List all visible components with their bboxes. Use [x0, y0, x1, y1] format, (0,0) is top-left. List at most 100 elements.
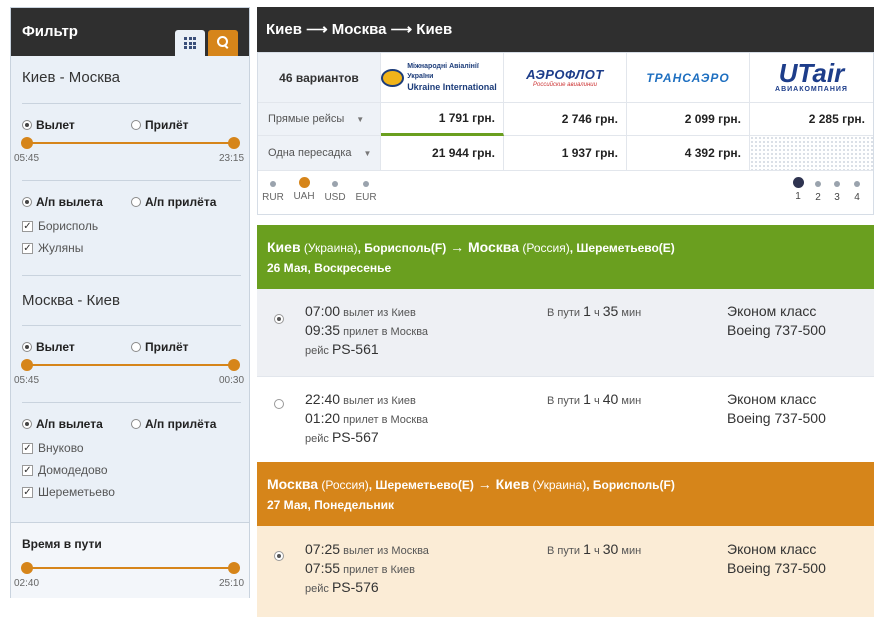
- results-header: Киев ⟶ Москва ⟶ Киев: [257, 7, 874, 52]
- airline-logo-transaero[interactable]: ТРАНСАЭРО: [627, 53, 750, 103]
- slider-handle-left[interactable]: [21, 137, 33, 149]
- outbound-departure-radio[interactable]: Вылет: [22, 118, 75, 132]
- divider: [22, 325, 241, 326]
- outbound-time-from: 05:45: [14, 153, 40, 164]
- travel-time-label: Время в пути: [22, 537, 102, 551]
- page-1[interactable]: 1: [790, 177, 806, 202]
- grid-view-button[interactable]: [175, 30, 205, 56]
- arrival-info: 09:35 прилет в Москва: [305, 322, 429, 338]
- return-time-from: 05:45: [14, 375, 40, 386]
- flight-select-radio[interactable]: [274, 399, 284, 409]
- route-title: Киев ⟶ Москва ⟶ Киев: [266, 21, 453, 38]
- page-3[interactable]: 3: [829, 181, 845, 203]
- divider: [22, 275, 241, 276]
- airline-logo-aeroflot[interactable]: АЭРОФЛОТ Российские авиалинии: [504, 53, 627, 103]
- outbound-airport-departure-radio[interactable]: А/п вылета: [22, 195, 103, 209]
- price-cell[interactable]: 4 392 грн.: [627, 136, 750, 171]
- departure-info: 07:25 вылет из Москва: [305, 541, 429, 557]
- travel-time-from: 02:40: [14, 578, 40, 589]
- results-panel: Киев ⟶ Москва ⟶ Киев 46 вариантов Міжнар…: [257, 7, 874, 617]
- arrival-info: 07:55 прилет в Киев: [305, 560, 416, 576]
- outbound-arrival-radio[interactable]: Прилёт: [131, 118, 189, 132]
- airport-checkbox-sheremetyevo[interactable]: ✓ Шереметьево: [22, 485, 115, 499]
- departure-info: 22:40 вылет из Киев: [305, 391, 416, 407]
- currency-rur[interactable]: RUR: [258, 181, 288, 203]
- slider-handle-right[interactable]: [228, 562, 240, 574]
- price-cell[interactable]: 2 746 грн.: [504, 103, 627, 136]
- outbound-time-to: 23:15: [219, 153, 245, 164]
- return-arrival-radio[interactable]: Прилёт: [131, 340, 189, 354]
- airline-logo-uia[interactable]: Міжнародні Авіалінії України Ukraine Inte…: [381, 53, 504, 103]
- cabin-class: Эконом класс: [727, 541, 817, 557]
- airport-checkbox-vnukovo[interactable]: ✓ Внуково: [22, 441, 84, 455]
- flight-duration: В пути 1 ч 35 мин: [547, 303, 642, 319]
- flight-select-radio[interactable]: [274, 551, 284, 561]
- flight-number: рейс PS-567: [305, 429, 379, 445]
- slider-handle-left[interactable]: [21, 562, 33, 574]
- cabin-class: Эконом класс: [727, 303, 817, 319]
- leg-header-return: Москва (Россия), Шереметьево(E) → Киев (…: [257, 462, 874, 526]
- filter-title: Фильтр: [22, 23, 78, 40]
- return-time-slider[interactable]: [21, 359, 240, 371]
- outbound-time-slider[interactable]: [21, 137, 240, 149]
- departure-info: 07:00 вылет из Киев: [305, 303, 416, 319]
- price-cell[interactable]: 1 937 грн.: [504, 136, 627, 171]
- price-matrix: 46 вариантов Міжнародні Авіалінії Україн…: [257, 52, 874, 215]
- price-cell[interactable]: 1 791 грн.: [381, 103, 504, 136]
- currency-usd[interactable]: USD: [320, 181, 350, 203]
- search-icon: [217, 36, 229, 50]
- flight-select-radio[interactable]: [274, 314, 284, 324]
- outbound-airport-arrival-radio[interactable]: А/п прилёта: [131, 195, 216, 209]
- airline-logo-utair[interactable]: UTair АВИАКОМПАНИЯ: [750, 53, 873, 103]
- direct-flights-row-label[interactable]: Прямые рейсы ▼: [258, 103, 381, 136]
- slider-handle-right[interactable]: [228, 359, 240, 371]
- airport-checkbox-zhuliany[interactable]: ✓ Жуляны: [22, 241, 84, 255]
- return-route-title: Москва - Киев: [22, 292, 120, 309]
- page-2[interactable]: 2: [810, 181, 826, 203]
- page-4[interactable]: 4: [849, 181, 865, 203]
- return-time-to: 00:30: [219, 375, 245, 386]
- leg-header-outbound: Киев (Украина), Борисполь(F) → Москва (Р…: [257, 225, 874, 289]
- flight-row[interactable]: 22:40 вылет из Киев 01:20 прилет в Москв…: [257, 376, 874, 462]
- empty-price-cell: [750, 136, 873, 171]
- currency-eur[interactable]: EUR: [351, 181, 381, 203]
- flight-duration: В пути 1 ч 30 мин: [547, 541, 642, 557]
- currency-uah[interactable]: UAH: [289, 177, 319, 202]
- dropdown-caret-icon: ▼: [363, 148, 372, 158]
- return-departure-radio[interactable]: Вылет: [22, 340, 75, 354]
- divider: [22, 180, 241, 181]
- leg-date: 27 Мая, Понедельник: [267, 498, 394, 512]
- flight-row[interactable]: 07:00 вылет из Киев 09:35 прилет в Москв…: [257, 289, 874, 376]
- uia-emblem-icon: [381, 68, 405, 87]
- divider: [22, 103, 241, 104]
- grid-icon: [184, 37, 196, 49]
- leg-route: Киев (Украина), Борисполь(F) → Москва (Р…: [267, 239, 675, 255]
- price-cell[interactable]: 21 944 грн.: [381, 136, 504, 171]
- divider: [22, 402, 241, 403]
- cabin-class: Эконом класс: [727, 391, 817, 407]
- price-cell[interactable]: 2 099 грн.: [627, 103, 750, 136]
- flight-number: рейс PS-576: [305, 579, 379, 595]
- dropdown-caret-icon: ▼: [356, 114, 365, 124]
- travel-time-slider[interactable]: [21, 562, 240, 574]
- return-airport-arrival-radio[interactable]: А/п прилёта: [131, 417, 216, 431]
- filter-header: Фильтр: [11, 8, 249, 56]
- airport-checkbox-borispol[interactable]: ✓ Борисполь: [22, 219, 99, 233]
- one-stop-row-label[interactable]: Одна пересадка ▼: [258, 136, 381, 171]
- aircraft-type: Boeing 737-500: [727, 322, 826, 338]
- variants-count: 46 вариантов: [258, 53, 381, 103]
- flight-number: рейс PS-561: [305, 341, 379, 357]
- airport-checkbox-domodedovo[interactable]: ✓ Домодедово: [22, 463, 108, 477]
- arrival-info: 01:20 прилет в Москва: [305, 410, 429, 426]
- return-airport-departure-radio[interactable]: А/п вылета: [22, 417, 103, 431]
- outbound-route-title: Киев - Москва: [22, 69, 120, 86]
- slider-handle-right[interactable]: [228, 137, 240, 149]
- slider-handle-left[interactable]: [21, 359, 33, 371]
- search-button[interactable]: [208, 30, 238, 56]
- price-cell[interactable]: 2 285 грн.: [750, 103, 873, 136]
- leg-date: 26 Мая, Воскресенье: [267, 261, 392, 275]
- leg-route: Москва (Россия), Шереметьево(E) → Киев (…: [267, 476, 675, 492]
- flight-row[interactable]: 07:25 вылет из Москва 07:55 прилет в Кие…: [257, 526, 874, 617]
- flight-duration: В пути 1 ч 40 мин: [547, 391, 642, 407]
- aircraft-type: Boeing 737-500: [727, 410, 826, 426]
